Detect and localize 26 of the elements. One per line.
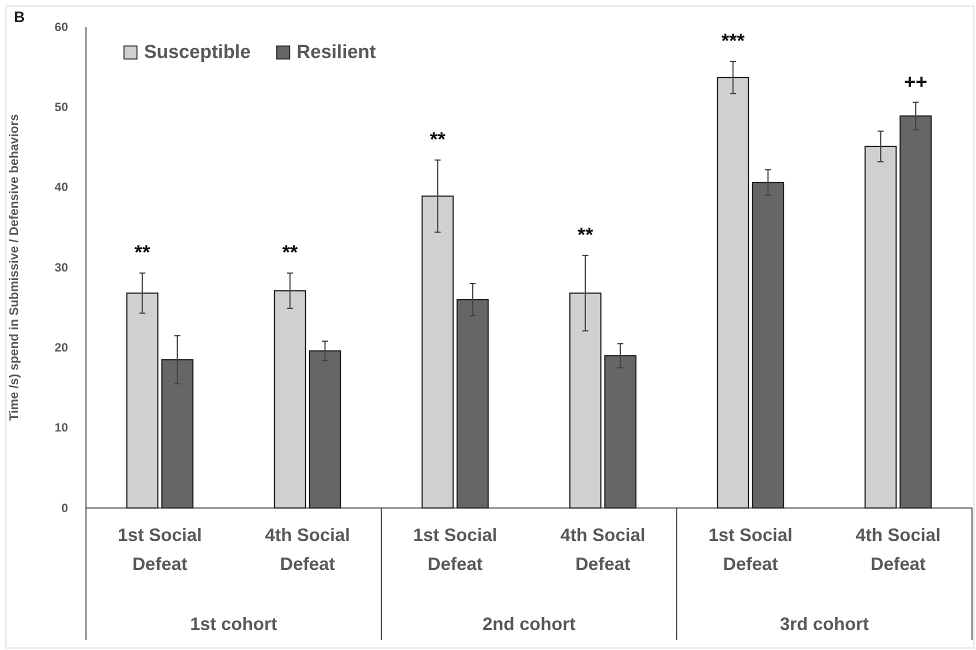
x-tick-label: 4th Social Defeat — [264, 525, 350, 574]
text: 2nd cohort — [482, 614, 576, 634]
data-label: ** — [282, 242, 298, 264]
y-tick-label: 30 — [54, 260, 68, 274]
y-tick-label: 40 — [54, 180, 68, 194]
y-tick-label: 20 — [54, 340, 68, 355]
x-tick-label: 1st Social Defeat — [708, 525, 793, 574]
legend-label: Susceptible — [144, 42, 251, 64]
x-tick-label: 4th Social Defeat — [560, 525, 646, 574]
data-label: ++ — [904, 71, 928, 94]
text: 3rd cohort — [780, 614, 869, 634]
y-tick-label: 10 — [54, 420, 68, 435]
y-tick-label: 0 — [61, 500, 68, 515]
x-tick-label: 1st Social Defeat — [413, 525, 498, 574]
x-tick-label: 1st Social Defeat — [118, 525, 202, 574]
data-label: ** — [430, 129, 446, 152]
x-tick-label: 4th Social Defeat — [856, 525, 941, 574]
text: B — [14, 9, 25, 26]
y-tick-label: 60 — [54, 20, 68, 34]
data-label: ** — [578, 224, 594, 246]
y-axis-title: Time /s) spend in Submissive / Defensive behaviors — [7, 114, 21, 421]
y-tick-label: 50 — [54, 100, 68, 114]
data-label: *** — [721, 30, 745, 52]
data-label: ** — [134, 242, 150, 264]
text: 1st cohort — [190, 614, 278, 634]
legend-label: Resilient — [296, 42, 377, 64]
